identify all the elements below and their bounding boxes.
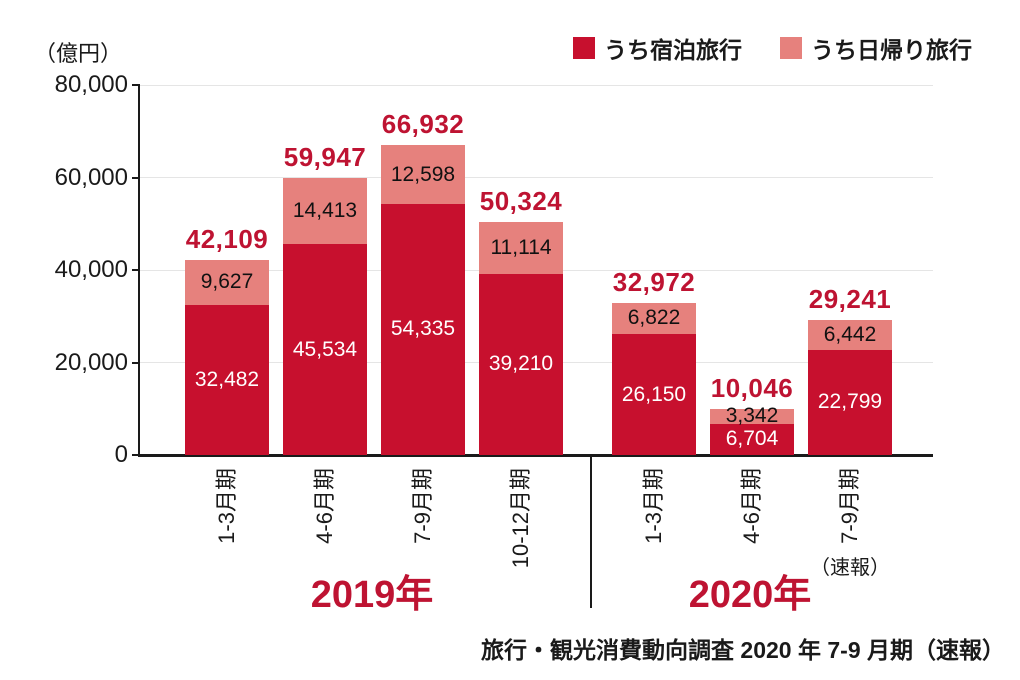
bar-overnight-value-label: 6,704 [725,427,779,451]
bar-overnight-segment: 39,210 [479,273,563,455]
x-axis-category-label: 1-3月期 [641,468,666,544]
year-divider-line [590,455,592,608]
legend-label-daytrip: うち日帰り旅行 [811,37,972,63]
y-axis-tick [132,454,140,456]
x-axis-line [138,454,933,457]
y-axis-tick-label: 40,000 [54,256,128,283]
bar-total-label: 29,241 [808,283,892,314]
bar-overnight-segment: 26,150 [612,334,696,455]
gridline [140,84,933,86]
preliminary-note: （速報） [810,557,890,579]
y-axis-tick-label: 20,000 [54,348,128,376]
bar-daytrip-value-label: 9,627 [200,270,254,294]
gridline [140,177,933,178]
legend-item-overnight: うち宿泊旅行 [573,31,742,65]
legend-item-daytrip: うち日帰り旅行 [780,31,972,65]
legend-swatch-daytrip-icon [780,37,802,59]
bar-total-label: 50,324 [479,186,563,217]
bar-daytrip-value-label: 12,598 [390,162,456,186]
bar-overnight-value-label: 39,210 [488,352,554,376]
y-axis-tick [132,176,140,179]
bar-overnight-value-label: 45,534 [292,337,358,361]
bar-total-label: 32,972 [612,266,696,297]
bar-daytrip-value-label: 14,413 [292,199,358,223]
x-axis-category-label: 1-3月期 [214,468,239,544]
y-axis-tick [132,269,140,271]
legend-swatch-overnight-icon [573,37,595,59]
bar-daytrip-value-label: 6,822 [627,306,681,330]
bar-daytrip-value-label: 11,114 [490,235,552,259]
group-label-2020: 2020年 [688,574,812,616]
x-axis-category-label: 7-9月期 [837,468,862,544]
bar-overnight-value-label: 32,482 [194,367,260,391]
bar-overnight-segment: 6,704 [710,423,794,455]
bar-overnight-segment: 54,335 [381,203,465,455]
source-caption: 旅行・観光消費動向調査 2020 年 7-9 月期（速報） [481,637,1005,663]
bar-total-label: 10,046 [710,372,794,403]
bar-daytrip-segment: 12,598 [381,145,465,204]
bar-daytrip-value-label: 3,342 [725,404,779,428]
y-axis-unit-label: （億円） [34,41,123,66]
bar-overnight-value-label: 54,335 [390,317,456,341]
bar-daytrip-segment: 3,342 [710,404,794,427]
y-axis-tick-label: 60,000 [54,163,128,191]
bar-total-label: 66,932 [381,109,465,140]
y-axis-tick [132,84,140,86]
legend: うち宿泊旅行 うち日帰り旅行 [573,31,972,65]
x-axis-category-label: 7-9月期 [410,468,435,544]
bar-overnight-segment: 22,799 [808,349,892,455]
y-axis-line [138,85,140,455]
y-axis-tick-label: 80,000 [54,71,128,98]
group-label-2019: 2019年 [310,574,434,616]
bar-daytrip-segment: 6,822 [612,302,696,335]
bar-daytrip-value-label: 6,442 [823,322,877,346]
legend-label-overnight: うち宿泊旅行 [604,37,742,63]
x-axis-category-label: 4-6月期 [739,468,764,544]
bar-daytrip-segment: 11,114 [479,222,563,274]
x-axis-category-label: 10-12月期 [508,468,533,569]
bar-overnight-value-label: 26,150 [621,382,687,406]
y-axis-tick-label: 0 [114,441,128,468]
bar-daytrip-segment: 9,627 [185,260,269,305]
bar-daytrip-segment: 14,413 [283,177,367,245]
bar-overnight-value-label: 22,799 [817,390,883,414]
bar-total-label: 59,947 [283,141,367,172]
bar-total-label: 42,109 [185,224,269,255]
bar-daytrip-segment: 6,442 [808,319,892,350]
y-axis-tick [132,361,140,364]
bar-overnight-segment: 45,534 [283,244,367,455]
x-axis-category-label: 4-6月期 [312,468,337,544]
bar-overnight-segment: 32,482 [185,304,269,455]
